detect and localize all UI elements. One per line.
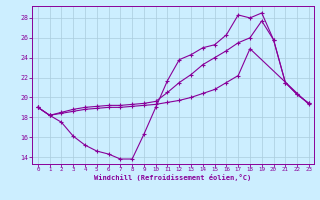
X-axis label: Windchill (Refroidissement éolien,°C): Windchill (Refroidissement éolien,°C) <box>94 174 252 181</box>
